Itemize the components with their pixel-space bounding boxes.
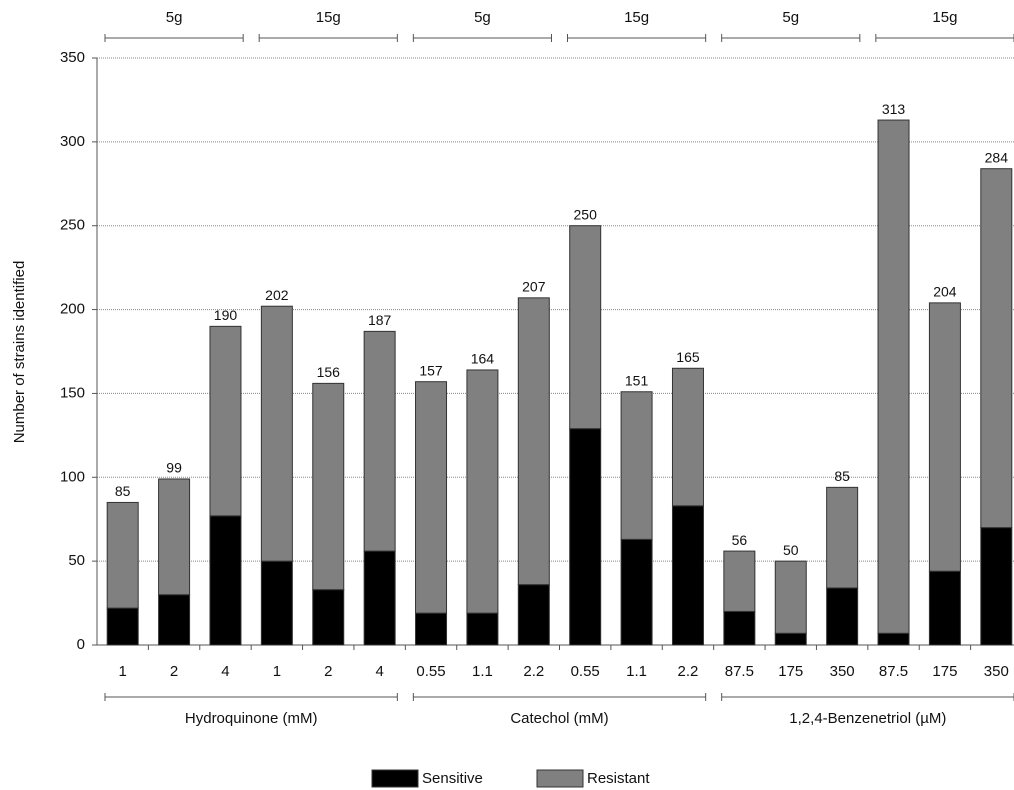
y-axis-title: Number of strains identified bbox=[11, 261, 28, 444]
bar-segment bbox=[723, 610, 756, 646]
x-tick-label: 2 bbox=[324, 663, 332, 680]
top-group-label: 5g bbox=[166, 9, 183, 26]
bar-segment bbox=[312, 382, 345, 591]
y-tick-label: 350 bbox=[60, 49, 85, 66]
bar-segment bbox=[209, 515, 242, 646]
bar-segment bbox=[466, 612, 499, 646]
bar-segment bbox=[671, 367, 704, 507]
bar-segment bbox=[774, 632, 807, 646]
bar-segment bbox=[363, 550, 396, 646]
bar-segment bbox=[517, 297, 550, 586]
bar-segment bbox=[415, 612, 448, 646]
total-label: 99 bbox=[166, 460, 182, 476]
bar-segment bbox=[569, 428, 602, 646]
total-label: 50 bbox=[783, 542, 799, 558]
bar-segment bbox=[826, 486, 859, 589]
bar-segment bbox=[415, 381, 448, 614]
x-tick-label: 350 bbox=[830, 663, 855, 680]
total-label: 56 bbox=[732, 532, 748, 548]
x-tick-label: 1.1 bbox=[472, 663, 493, 680]
y-tick-label: 100 bbox=[60, 468, 85, 485]
bar-segment bbox=[928, 570, 961, 646]
bar-segment bbox=[260, 560, 293, 646]
bottom-group-label: 1,2,4-Benzenetriol (µM) bbox=[789, 710, 946, 727]
y-tick-label: 250 bbox=[60, 217, 85, 234]
x-tick-label: 0.55 bbox=[416, 663, 445, 680]
bar-segment bbox=[774, 560, 807, 634]
bar-segment bbox=[209, 325, 242, 517]
total-label: 165 bbox=[676, 349, 700, 365]
x-tick-label: 1 bbox=[273, 663, 281, 680]
top-group-label: 5g bbox=[782, 9, 799, 26]
x-tick-label: 0.55 bbox=[571, 663, 600, 680]
legend-swatch bbox=[536, 769, 584, 788]
x-tick-label: 87.5 bbox=[879, 663, 908, 680]
top-group-label: 15g bbox=[316, 9, 341, 26]
legend-label: Resistant bbox=[587, 770, 650, 787]
top-group-label: 15g bbox=[624, 9, 649, 26]
x-tick-label: 1 bbox=[119, 663, 127, 680]
legend-label: Sensitive bbox=[422, 770, 483, 787]
total-label: 187 bbox=[368, 312, 392, 328]
bar-segment bbox=[312, 589, 345, 646]
top-group-label: 15g bbox=[932, 9, 957, 26]
bar-segment bbox=[106, 501, 139, 609]
total-label: 85 bbox=[834, 468, 850, 484]
total-label: 250 bbox=[574, 206, 598, 222]
bar-segment bbox=[260, 305, 293, 562]
bar-segment bbox=[826, 587, 859, 646]
total-label: 164 bbox=[471, 351, 495, 367]
total-label: 202 bbox=[265, 287, 289, 303]
x-tick-label: 2.2 bbox=[523, 663, 544, 680]
bottom-group-label: Hydroquinone (mM) bbox=[185, 710, 318, 727]
x-tick-label: 4 bbox=[375, 663, 383, 680]
bar-segment bbox=[980, 168, 1013, 529]
total-label: 204 bbox=[933, 284, 957, 300]
bar-segment bbox=[620, 391, 653, 540]
top-group-label: 5g bbox=[474, 9, 491, 26]
y-tick-label: 0 bbox=[77, 636, 85, 653]
bar-segment bbox=[517, 584, 550, 646]
total-label: 85 bbox=[115, 483, 131, 499]
x-tick-label: 350 bbox=[984, 663, 1009, 680]
total-label: 157 bbox=[419, 362, 443, 378]
x-tick-label: 1.1 bbox=[626, 663, 647, 680]
bar-segment bbox=[980, 527, 1013, 646]
bar-segment bbox=[723, 550, 756, 612]
y-tick-label: 150 bbox=[60, 384, 85, 401]
bar-segment bbox=[158, 594, 191, 646]
total-label: 156 bbox=[317, 364, 341, 380]
bar-segment bbox=[928, 302, 961, 572]
x-tick-label: 87.5 bbox=[725, 663, 754, 680]
total-label: 207 bbox=[522, 279, 546, 295]
x-tick-label: 175 bbox=[778, 663, 803, 680]
total-label: 313 bbox=[882, 101, 906, 117]
bar-segment bbox=[877, 632, 910, 646]
bar-segment bbox=[466, 369, 499, 614]
bar-segment bbox=[106, 607, 139, 646]
y-tick-label: 50 bbox=[68, 552, 85, 569]
x-tick-label: 2 bbox=[170, 663, 178, 680]
x-tick-label: 175 bbox=[932, 663, 957, 680]
x-tick-label: 2.2 bbox=[678, 663, 699, 680]
bar-segment bbox=[158, 478, 191, 596]
total-label: 151 bbox=[625, 372, 649, 388]
total-label: 284 bbox=[985, 149, 1009, 165]
bar-segment bbox=[620, 538, 653, 646]
bar-segment bbox=[363, 330, 396, 552]
bar-segment bbox=[877, 119, 910, 634]
total-label: 190 bbox=[214, 307, 238, 323]
y-tick-label: 300 bbox=[60, 133, 85, 150]
x-tick-label: 4 bbox=[221, 663, 229, 680]
bottom-group-label: Catechol (mM) bbox=[510, 710, 608, 727]
legend-swatch bbox=[371, 769, 419, 788]
bar-segment bbox=[671, 505, 704, 646]
y-tick-label: 200 bbox=[60, 301, 85, 318]
bar-segment bbox=[569, 225, 602, 430]
